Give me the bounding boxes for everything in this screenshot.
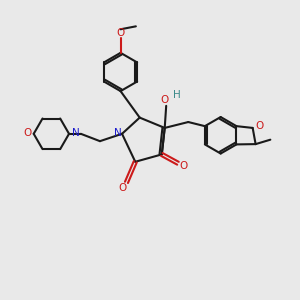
Text: O: O: [180, 161, 188, 171]
Text: N: N: [114, 128, 122, 138]
Text: O: O: [160, 95, 169, 105]
Text: O: O: [116, 28, 125, 38]
Text: N: N: [72, 128, 80, 138]
Text: H: H: [172, 90, 180, 100]
Text: O: O: [255, 121, 263, 131]
Text: O: O: [118, 183, 126, 193]
Text: O: O: [23, 128, 31, 138]
